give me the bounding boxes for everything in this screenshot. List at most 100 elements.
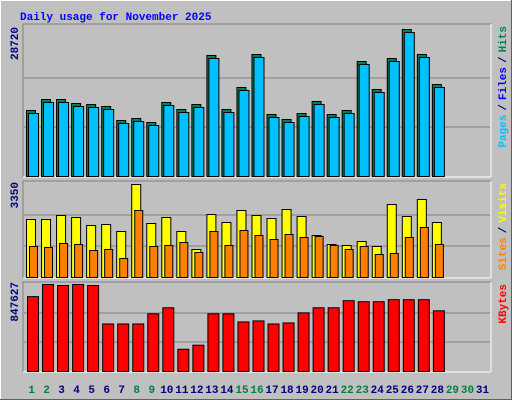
bar — [238, 89, 250, 177]
bar — [117, 323, 130, 372]
x-tick-label: 7 — [118, 385, 125, 397]
bar — [373, 91, 385, 177]
x-tick-label: 29 — [446, 385, 459, 397]
bar — [164, 244, 174, 279]
bar — [343, 112, 355, 178]
x-tick-label: 22 — [341, 385, 354, 397]
legend: Sites / Visits — [498, 183, 510, 270]
bar — [297, 312, 310, 373]
bar — [57, 285, 70, 373]
bar — [432, 310, 445, 372]
bar — [74, 243, 84, 279]
bar — [387, 299, 400, 372]
bar — [147, 313, 160, 372]
bar — [284, 233, 294, 278]
bar — [314, 235, 324, 279]
bar — [357, 301, 370, 372]
bar — [29, 245, 38, 279]
x-tick-label: 26 — [401, 385, 414, 397]
bar — [178, 111, 190, 177]
legend: Pages / Files / Hits — [498, 26, 510, 148]
bar — [194, 251, 204, 279]
bar — [254, 234, 264, 278]
bar — [103, 108, 115, 177]
x-tick-label: 16 — [250, 385, 263, 397]
bar — [177, 348, 190, 373]
bar — [179, 241, 189, 278]
x-tick-label: 12 — [190, 385, 203, 397]
legend-separator: / — [498, 226, 510, 233]
y-tick-label: 28720 — [10, 27, 22, 60]
x-tick-label: 8 — [133, 385, 140, 397]
bar — [403, 31, 415, 177]
bar — [283, 121, 295, 177]
bar — [207, 313, 220, 372]
bar — [419, 227, 429, 278]
bar — [417, 299, 430, 372]
x-tick-label: 13 — [205, 385, 219, 397]
legend-entry: Files — [498, 67, 510, 100]
bar — [299, 236, 309, 279]
bar — [148, 124, 160, 177]
bar — [119, 258, 129, 279]
legend-entry: Pages — [498, 115, 510, 148]
bar — [162, 307, 175, 373]
bar — [404, 236, 414, 279]
bar — [27, 296, 39, 372]
bar — [102, 323, 115, 372]
bar — [344, 248, 354, 278]
x-tick-label: 24 — [371, 385, 385, 397]
x-tick-label: 6 — [103, 385, 110, 397]
legend-entry: Sites — [498, 237, 510, 270]
legend-separator: / — [498, 104, 510, 111]
bar — [359, 245, 369, 279]
bar — [87, 285, 100, 373]
bar — [239, 230, 249, 279]
bar — [253, 56, 265, 177]
x-tick-label: 3 — [58, 385, 65, 397]
bar — [44, 246, 54, 278]
bar — [59, 242, 69, 278]
y-tick-label: 847627 — [10, 282, 22, 322]
x-tick-label: 10 — [160, 385, 173, 397]
bar — [389, 252, 399, 279]
x-tick-label: 17 — [265, 385, 278, 397]
x-tick-label: 4 — [73, 385, 80, 397]
x-tick-label: 15 — [235, 385, 249, 397]
bar — [42, 284, 55, 372]
bar — [298, 115, 310, 177]
x-tick-label: 30 — [461, 385, 474, 397]
bar — [312, 307, 325, 373]
bar — [163, 104, 175, 177]
bar — [133, 120, 145, 177]
bar — [223, 111, 235, 177]
bar — [268, 116, 280, 177]
x-tick-label: 2 — [43, 385, 50, 397]
x-tick-label: 1 — [28, 385, 35, 397]
bar — [28, 112, 39, 178]
bar — [342, 300, 355, 372]
bar — [269, 238, 279, 278]
x-tick-label: 27 — [416, 385, 429, 397]
bar — [372, 301, 385, 372]
chart-title: Daily usage for November 2025 — [20, 12, 212, 24]
legend-entry: KBytes — [498, 284, 510, 324]
bar — [267, 323, 280, 372]
bar — [132, 323, 145, 372]
x-tick-label: 18 — [280, 385, 294, 397]
bar — [89, 249, 99, 278]
legend-separator: / — [498, 56, 510, 63]
bar — [237, 321, 250, 372]
bar — [328, 116, 340, 177]
bar — [282, 322, 295, 373]
bar — [402, 299, 415, 372]
bar — [224, 244, 234, 279]
y-tick-label: 3350 — [10, 182, 22, 208]
x-tick-label: 25 — [386, 385, 400, 397]
bar — [73, 105, 85, 177]
bar — [358, 63, 370, 177]
bar — [72, 284, 85, 372]
x-tick-label: 31 — [476, 385, 490, 397]
x-tick-label: 19 — [295, 385, 308, 397]
